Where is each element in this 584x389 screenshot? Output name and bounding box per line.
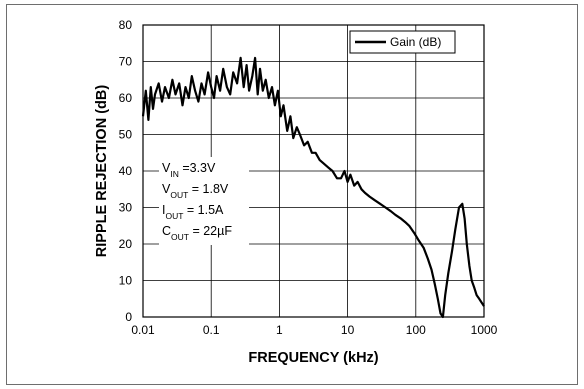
y-tick-label: 20 <box>119 237 133 251</box>
annotation-line: IOUT = 1.5A <box>162 203 224 221</box>
y-tick-label: 40 <box>119 164 133 178</box>
annotation-background <box>159 157 249 245</box>
chart-frame <box>6 4 578 385</box>
series-line <box>141 56 485 319</box>
y-tick-labels: 0 10 20 30 40 50 60 70 80 <box>119 18 133 324</box>
x-tick-label: 0.1 <box>203 323 220 337</box>
x-tick-label: 0.01 <box>131 323 155 337</box>
y-tick-label: 0 <box>125 310 132 324</box>
y-tick-label: 10 <box>119 274 133 288</box>
legend-box <box>349 30 456 54</box>
series-layer <box>141 56 485 319</box>
x-tick-label: 1 <box>276 323 283 337</box>
x-tick-label: 1000 <box>471 323 498 337</box>
y-tick-label: 60 <box>119 91 133 105</box>
x-axis-label: FREQUENCY (kHz) <box>248 350 378 366</box>
y-tick-label: 70 <box>119 55 133 69</box>
annotation-line: VIN =3.3V <box>162 161 216 179</box>
legend-label: Gain (dB) <box>390 35 441 49</box>
conditions-annotation: VIN =3.3V VOUT = 1.8V IOUT = 1.5A COUT = 22… <box>159 157 249 245</box>
annotation-line: VOUT = 1.8V <box>162 182 229 200</box>
plot-area <box>142 24 485 318</box>
y-tick-label: 30 <box>119 201 133 215</box>
x-tick-label: 100 <box>406 323 426 337</box>
y-axis-label: RIPPLE REJECTION (dB) <box>94 85 110 258</box>
y-tick-label: 80 <box>119 18 133 32</box>
legend: Gain (dB) <box>349 30 456 54</box>
x-tick-label: 10 <box>341 323 355 337</box>
y-tick-label: 50 <box>119 128 133 142</box>
annotation-line: COUT = 22µF <box>162 224 232 242</box>
x-tick-labels: 0.01 0.1 1 10 100 1000 <box>131 323 497 337</box>
